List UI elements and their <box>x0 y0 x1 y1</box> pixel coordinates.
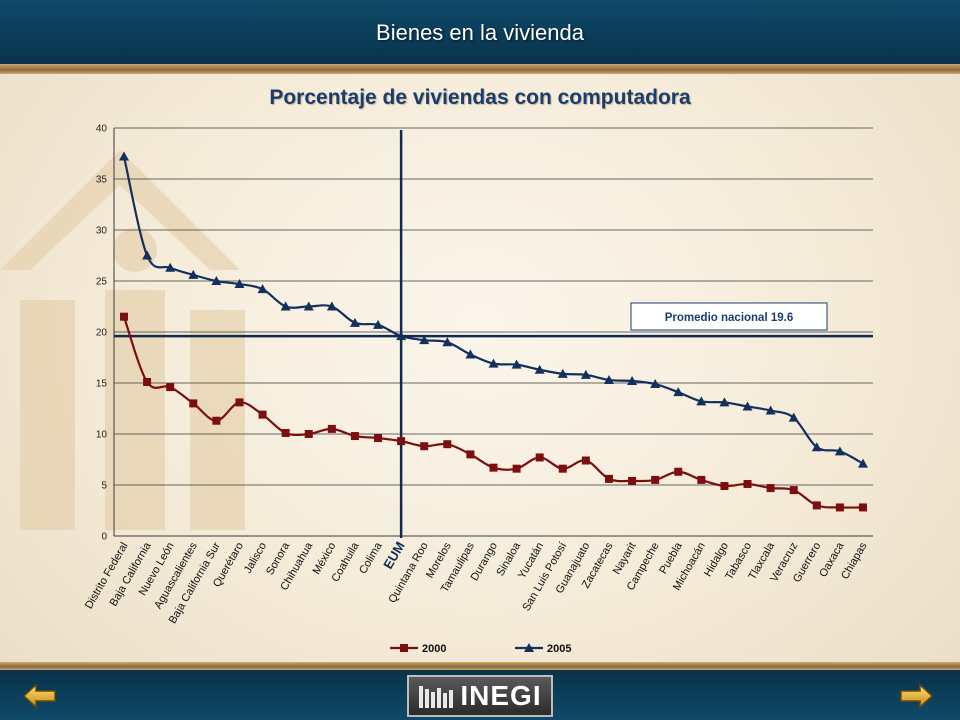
data-point-2000 <box>558 464 567 473</box>
data-point-2005 <box>442 337 453 347</box>
data-point-2000 <box>166 383 175 392</box>
y-tick-label: 10 <box>96 430 108 441</box>
data-point-2000 <box>466 450 475 459</box>
series-line-2000 <box>122 316 864 509</box>
data-point-2000 <box>120 312 128 321</box>
data-point-2005 <box>257 284 268 294</box>
data-point-2005 <box>211 276 222 285</box>
bottom-banner-edge <box>0 662 960 670</box>
data-point-2000 <box>189 399 198 408</box>
data-point-2005 <box>719 397 730 407</box>
data-point-2005 <box>696 396 707 406</box>
data-point-2000 <box>535 453 544 462</box>
legend-label: 2000 <box>422 643 446 655</box>
data-point-2005 <box>119 151 129 161</box>
data-point-2000 <box>281 428 290 437</box>
data-point-2005 <box>557 368 568 378</box>
data-point-2000 <box>350 432 359 441</box>
x-tick-label: EUM <box>380 539 407 572</box>
data-point-2005 <box>580 369 591 379</box>
data-point-2005 <box>673 387 684 397</box>
arrow-left-icon <box>22 683 56 709</box>
data-point-2000 <box>143 377 152 386</box>
data-point-2000 <box>397 437 406 446</box>
data-point-2000 <box>628 476 637 485</box>
x-tick-label: Colima <box>357 540 385 576</box>
data-point-2005 <box>188 269 199 279</box>
data-point-2000 <box>443 440 452 449</box>
y-tick-label: 0 <box>101 532 107 543</box>
back-button[interactable] <box>22 682 58 710</box>
data-point-2000 <box>859 503 867 512</box>
data-point-2005 <box>280 301 291 311</box>
top-banner <box>0 0 960 64</box>
data-point-2000 <box>212 416 221 425</box>
data-point-2000 <box>743 479 752 488</box>
data-point-2000 <box>720 482 729 491</box>
data-point-2005 <box>627 375 638 385</box>
data-point-2005 <box>603 374 614 384</box>
data-point-2005 <box>303 301 314 311</box>
y-tick-label: 25 <box>96 277 108 288</box>
data-point-2000 <box>697 475 706 484</box>
data-point-2000 <box>420 442 429 451</box>
data-point-2005 <box>858 458 868 468</box>
data-point-2005 <box>234 279 245 289</box>
legend-marker-2005 <box>524 643 534 652</box>
top-banner-edge <box>0 64 960 74</box>
y-tick-label: 20 <box>96 328 108 339</box>
slide-title: Bienes en la vivienda <box>376 20 584 45</box>
data-point-2005 <box>534 364 545 374</box>
national-average-box <box>630 302 828 331</box>
data-point-2005 <box>650 379 661 389</box>
y-tick-label: 40 <box>96 124 108 135</box>
data-point-2005 <box>165 262 176 272</box>
data-point-2000 <box>327 424 336 433</box>
data-point-2000 <box>766 484 775 493</box>
data-point-2000 <box>374 434 383 443</box>
data-point-2000 <box>835 503 844 512</box>
inegi-logo: INEGI <box>407 675 553 717</box>
data-point-2000 <box>235 398 244 407</box>
y-tick-label: 15 <box>96 379 108 390</box>
data-point-2005 <box>742 401 753 411</box>
logo-text: INEGI <box>460 680 542 711</box>
data-point-2005 <box>465 349 476 359</box>
data-point-2005 <box>488 358 499 368</box>
data-point-2000 <box>304 430 313 438</box>
data-point-2005 <box>142 250 153 260</box>
chart-title: Porcentaje de viviendas con computadora <box>269 86 691 109</box>
y-tick-label: 5 <box>101 481 107 492</box>
data-point-2000 <box>651 475 660 484</box>
national-average-label: Promedio nacional 19.6 <box>665 312 793 324</box>
data-point-2000 <box>489 463 498 472</box>
data-point-2000 <box>812 501 821 510</box>
data-point-2005 <box>326 301 337 311</box>
data-point-2000 <box>258 410 267 419</box>
data-point-2005 <box>834 446 845 456</box>
data-point-2005 <box>765 405 776 415</box>
next-button[interactable] <box>898 682 934 710</box>
y-tick-label: 30 <box>96 226 108 237</box>
data-point-2005 <box>811 442 822 452</box>
data-point-2005 <box>419 335 430 345</box>
data-point-2000 <box>604 474 613 483</box>
data-point-2000 <box>512 464 521 473</box>
y-tick-label: 35 <box>96 175 108 186</box>
data-point-2005 <box>349 317 360 327</box>
data-point-2000 <box>789 486 798 495</box>
arrow-right-icon <box>900 683 934 709</box>
data-point-2005 <box>788 412 799 422</box>
data-point-2005 <box>511 359 522 369</box>
data-point-2000 <box>674 467 683 476</box>
legend-label: 2005 <box>547 643 571 655</box>
data-point-2005 <box>396 331 407 341</box>
data-point-2005 <box>373 319 384 329</box>
data-point-2000 <box>581 456 590 465</box>
logo-bars-icon <box>419 686 454 708</box>
legend-marker-2000 <box>400 644 408 652</box>
